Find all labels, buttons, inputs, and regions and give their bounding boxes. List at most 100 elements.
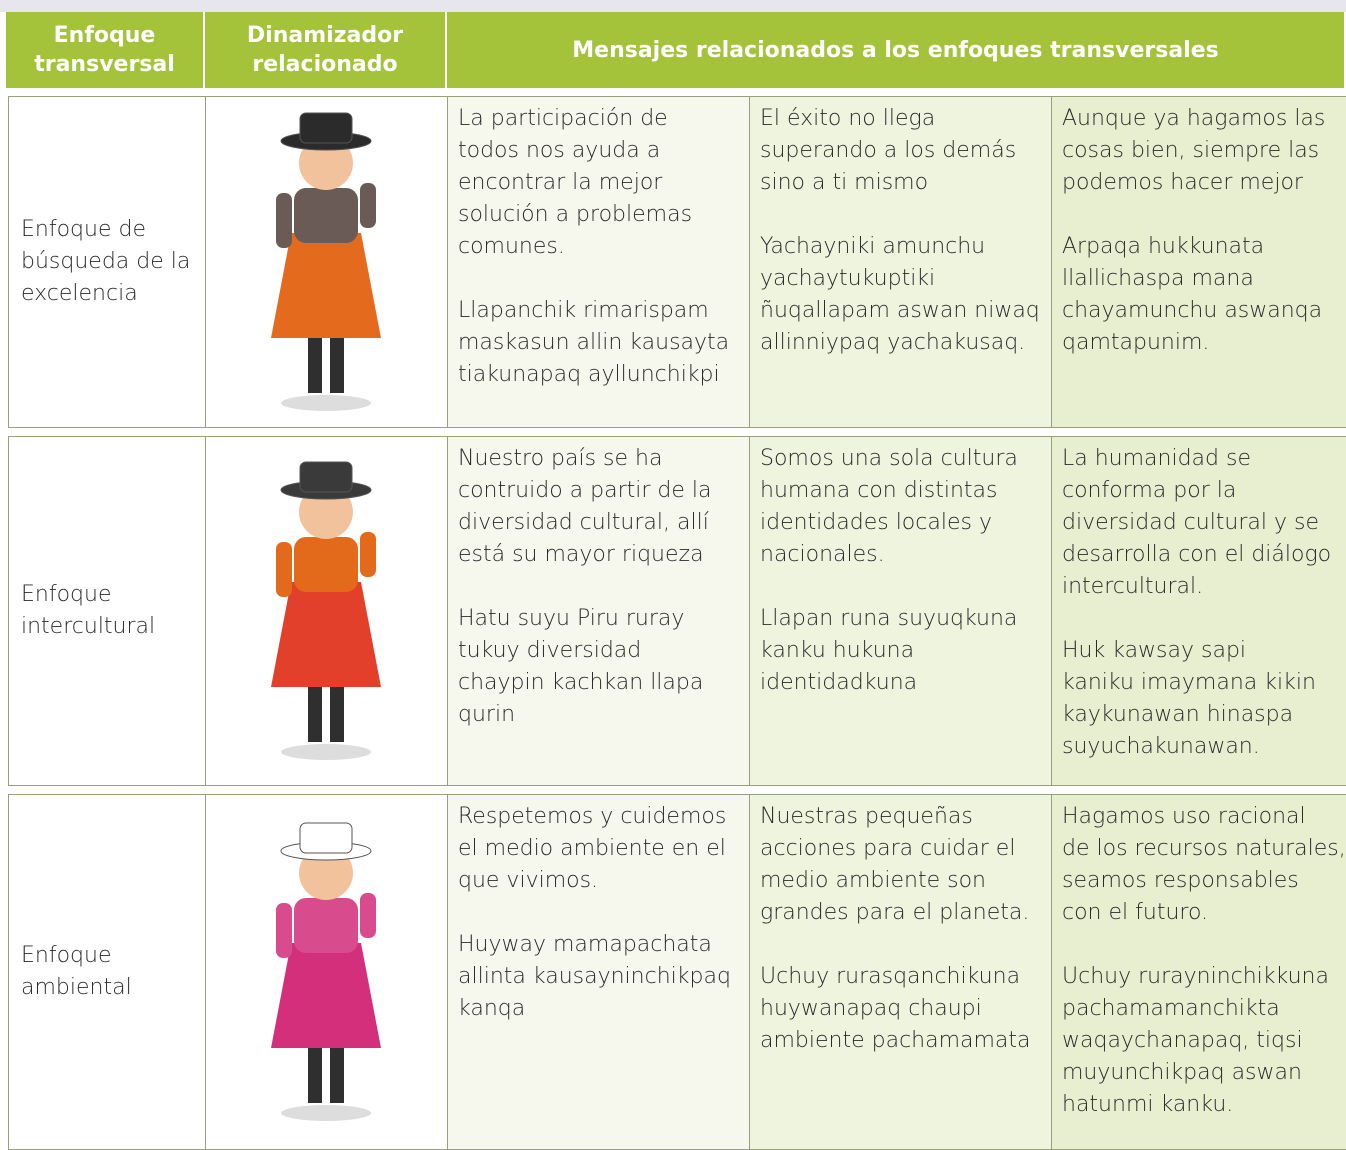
message-line: waqaychanapaq, tiqsi bbox=[1062, 1028, 1303, 1053]
message-line: llallichaspa mana bbox=[1062, 266, 1254, 291]
message-line: medio ambiente son bbox=[760, 868, 986, 893]
message-line: El éxito no llega bbox=[760, 106, 936, 131]
paragraph-gap bbox=[458, 263, 749, 295]
message-line: Yachayniki amunchu bbox=[760, 234, 986, 259]
row-label: Enfoque ambiental bbox=[8, 794, 206, 1150]
header-text: relacionado bbox=[252, 52, 398, 77]
header-text: Dinamizador bbox=[246, 23, 404, 48]
message-line: identidadkuna bbox=[760, 670, 918, 695]
header-text: Enfoque bbox=[53, 23, 156, 48]
illustration bbox=[271, 112, 381, 411]
message-cell: Aunque ya hagamos las cosas bien, siempre… bbox=[1051, 96, 1346, 428]
message-line: yachaytukuptiki bbox=[760, 266, 936, 291]
message-line: Nuestras pequeñas bbox=[760, 804, 973, 829]
message-line: suyuchakunawan. bbox=[1062, 734, 1260, 759]
paragraph-gap bbox=[458, 571, 749, 603]
message-line: pachamamanchikta bbox=[1062, 996, 1280, 1021]
message-line: sino a ti mismo bbox=[760, 170, 929, 195]
message-line: de los recursos naturales, bbox=[1062, 836, 1346, 861]
row-label: Enfoque intercultural bbox=[8, 436, 206, 786]
message-line: huywanapaq chaupi bbox=[760, 996, 982, 1021]
message-line: chaypin kachkan llapa bbox=[458, 670, 704, 695]
message-cell: El éxito no llega superando a los demás si… bbox=[749, 96, 1052, 428]
illustration-cell bbox=[205, 96, 448, 428]
message-line: encontrar la mejor bbox=[458, 170, 663, 195]
message-line: La participación de bbox=[458, 106, 668, 131]
label-line: excelencia bbox=[21, 281, 138, 306]
paragraph-gap bbox=[1062, 929, 1346, 961]
message-line: hatunmi kanku. bbox=[1062, 1092, 1234, 1117]
message-line: contruido a partir de la bbox=[458, 478, 712, 503]
message-line: kaykunawan hinaspa bbox=[1062, 702, 1294, 727]
message-line: que vivimos. bbox=[458, 868, 599, 893]
message-line: el medio ambiente en el bbox=[458, 836, 726, 861]
message-cell: Somos una sola cultura humana con distint… bbox=[749, 436, 1052, 786]
message-line: maskasun allin kausayta bbox=[458, 330, 730, 355]
message-line: Huyway mamapachata bbox=[458, 932, 712, 957]
message-line: podemos hacer mejor bbox=[1062, 170, 1303, 195]
message-line: Uchuy rurasqanchikuna bbox=[760, 964, 1021, 989]
message-line: Arpaqa hukkunata bbox=[1062, 234, 1265, 259]
header-cell: Dinamizador relacionado bbox=[205, 12, 445, 88]
message-line: Aunque ya hagamos las bbox=[1062, 106, 1326, 131]
message-line: superando a los demás bbox=[760, 138, 1017, 163]
illustration-cell bbox=[205, 436, 448, 786]
message-line: kanku hukuna bbox=[760, 638, 915, 663]
paragraph-gap bbox=[1062, 603, 1346, 635]
message-cell: Respetemos y cuidemos el medio ambiente e… bbox=[447, 794, 750, 1150]
message-line: acciones para cuidar el bbox=[760, 836, 1016, 861]
message-line: con el futuro. bbox=[1062, 900, 1209, 925]
message-line: grandes para el planeta. bbox=[760, 900, 1030, 925]
message-line: Respetemos y cuidemos bbox=[458, 804, 727, 829]
message-line: cosas bien, siempre las bbox=[1062, 138, 1320, 163]
label-line: búsqueda de la bbox=[21, 249, 191, 274]
message-line: chayamunchu aswanqa bbox=[1062, 298, 1323, 323]
message-line: Nuestro país se ha bbox=[458, 446, 663, 471]
message-line: muyunchikpaq aswan bbox=[1062, 1060, 1302, 1085]
message-line: La humanidad se bbox=[1062, 446, 1251, 471]
message-line: humana con distintas bbox=[760, 478, 998, 503]
illustration bbox=[271, 461, 381, 760]
paragraph-gap bbox=[760, 929, 1051, 961]
message-line: Llapanchik rimarispam bbox=[458, 298, 709, 323]
row-label: Enfoque de búsqueda de la excelencia bbox=[8, 96, 206, 428]
message-line: intercultural. bbox=[1062, 574, 1204, 599]
message-line: qamtapunim. bbox=[1062, 330, 1210, 355]
header-cell: Mensajes relacionados a los enfoques tra… bbox=[447, 12, 1344, 88]
message-line: solución a problemas bbox=[458, 202, 693, 227]
label-line: ambiental bbox=[21, 975, 132, 1000]
message-line: Hagamos uso racional bbox=[1062, 804, 1306, 829]
message-line: todos nos ayuda a bbox=[458, 138, 661, 163]
message-line: Huk kawsay sapi bbox=[1062, 638, 1247, 663]
message-line: seamos responsables bbox=[1062, 868, 1299, 893]
top-strip bbox=[0, 0, 1346, 12]
message-line: allinniypaq yachakusaq. bbox=[760, 330, 1026, 355]
message-line: ñuqallapam aswan niwaq bbox=[760, 298, 1040, 323]
header-text: transversal bbox=[34, 52, 175, 77]
message-line: tukuy diversidad bbox=[458, 638, 642, 663]
message-line: Somos una sola cultura bbox=[760, 446, 1018, 471]
message-line: Hatu suyu Piru ruray bbox=[458, 606, 685, 631]
message-cell: Nuestras pequeñas acciones para cuidar el… bbox=[749, 794, 1052, 1150]
message-line: nacionales. bbox=[760, 542, 885, 567]
illustration-cell bbox=[205, 794, 448, 1150]
message-line: tiakunapaq ayllunchikpi bbox=[458, 362, 720, 387]
message-line: conforma por la bbox=[1062, 478, 1237, 503]
header-text: Mensajes relacionados a los enfoques tra… bbox=[572, 37, 1219, 63]
message-cell: La humanidad se conforma por la diversidad… bbox=[1051, 436, 1346, 786]
message-line: ambiente pachamamata bbox=[760, 1028, 1031, 1053]
paragraph-gap bbox=[760, 199, 1051, 231]
message-line: diversidad cultural, allí bbox=[458, 510, 709, 535]
message-line: Llapan runa suyuqkuna bbox=[760, 606, 1018, 631]
message-line: comunes. bbox=[458, 234, 565, 259]
paragraph-gap bbox=[458, 897, 749, 929]
message-line: kaniku imaymana kikin bbox=[1062, 670, 1316, 695]
message-cell: Nuestro país se ha contruido a partir de … bbox=[447, 436, 750, 786]
message-line: Uchuy rurayninchikkuna bbox=[1062, 964, 1329, 989]
message-cell: La participación de todos nos ayuda a enco… bbox=[447, 96, 750, 428]
paragraph-gap bbox=[1062, 199, 1346, 231]
message-line: qurin bbox=[458, 702, 516, 727]
message-line: está su mayor riqueza bbox=[458, 542, 704, 567]
